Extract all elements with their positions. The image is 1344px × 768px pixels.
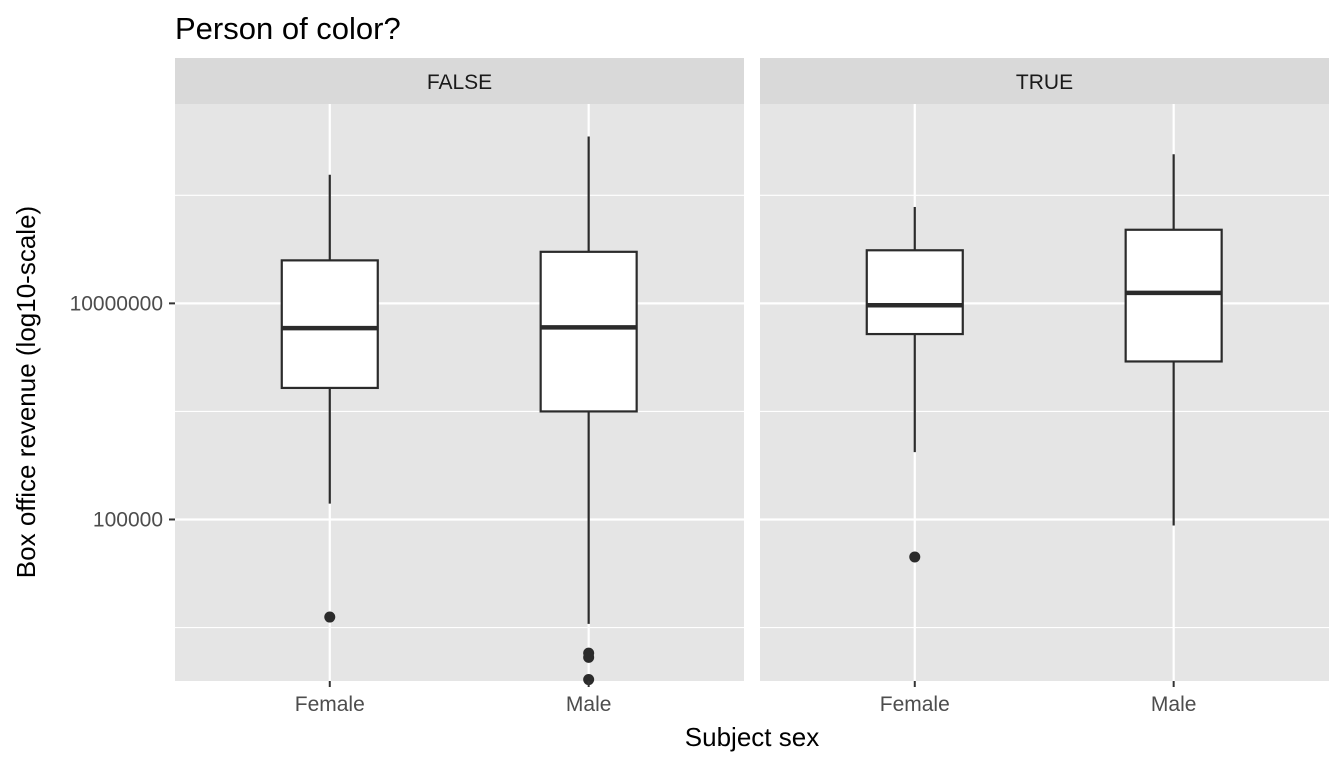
x-axis-title: Subject sex <box>685 722 819 752</box>
y-tick-label: 10000000 <box>70 292 163 315</box>
facet-strip <box>175 58 744 104</box>
chart-title: Person of color? <box>175 11 401 46</box>
outlier-point <box>324 611 336 623</box>
panel-background <box>760 104 1329 681</box>
box-female <box>865 206 964 563</box>
x-tick-label: Female <box>880 693 950 716</box>
box-iqr <box>865 249 964 336</box>
box-iqr <box>280 259 379 390</box>
box-iqr <box>1124 228 1223 363</box>
box-male <box>1124 154 1223 526</box>
facet-panel: TRUE Female Male <box>760 58 1329 716</box>
x-tick-label: Male <box>566 693 612 716</box>
x-tick-label: Female <box>295 693 365 716</box>
x-tick-label: Male <box>1151 693 1197 716</box>
y-axis: 100000 10000000 <box>70 292 175 531</box>
facet-strip <box>760 58 1329 104</box>
y-axis-title: Box office revenue (log10-scale) <box>11 206 41 578</box>
outlier-point <box>909 551 921 563</box>
facets: FALSE Female Male TRUE Female Male <box>175 58 1329 716</box>
panel-background <box>175 104 744 681</box>
box-male <box>539 136 638 686</box>
facet-strip-label: FALSE <box>427 71 492 94</box>
outlier-point <box>583 651 595 663</box>
facet-strip-label: TRUE <box>1016 71 1073 94</box>
outlier-point <box>583 674 595 686</box>
facet-panel: FALSE Female Male <box>175 58 744 716</box>
box-female <box>280 174 379 623</box>
box-iqr <box>539 250 638 413</box>
y-tick-label: 100000 <box>93 508 163 531</box>
